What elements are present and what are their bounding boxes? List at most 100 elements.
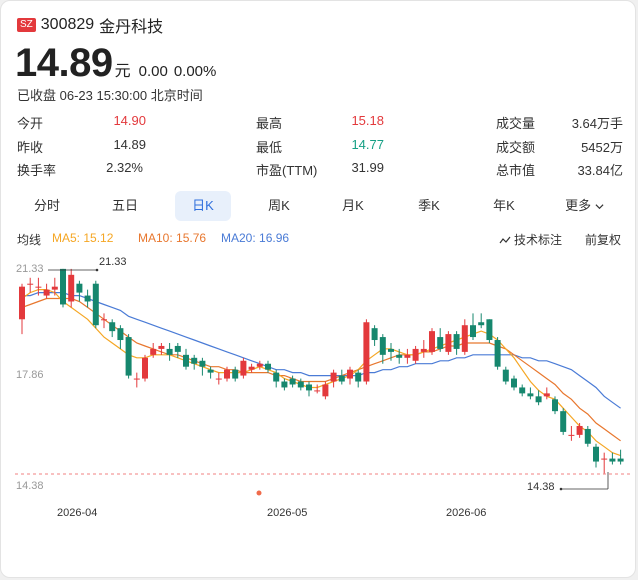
quote-value: 14.89	[113, 137, 146, 152]
annotation-icon	[499, 236, 511, 244]
tech-annotation-label: 技术标注	[514, 233, 563, 247]
quote-label: 市盈(TTM)	[256, 163, 318, 178]
quote-label: 成交量	[496, 116, 536, 131]
quote-label: 昨收	[17, 140, 44, 155]
candle-body	[470, 325, 476, 338]
stock-code: 300829	[40, 16, 95, 33]
quote-label: 换手率	[17, 163, 57, 178]
candle-body	[166, 348, 173, 355]
y-tick-label: 17.86	[16, 369, 44, 381]
candle-body	[593, 446, 599, 462]
candle-body	[502, 369, 509, 382]
candle-body	[552, 399, 558, 412]
candle-body	[199, 360, 206, 367]
ma-title: 均线	[17, 233, 42, 247]
candle-body	[404, 354, 411, 358]
candlestick-chart: 21.33 17.86 14.38 2026-04 2026-05 2026-0…	[15, 256, 631, 519]
candle-body	[191, 357, 198, 364]
candle-body	[363, 322, 370, 382]
candle-body	[273, 372, 280, 382]
x-tick-label: 2026-05	[267, 507, 307, 519]
price-row: 14.89 元 0.00 0.00%	[15, 41, 216, 86]
candle-body	[125, 337, 132, 376]
candle-body	[117, 328, 124, 341]
candle-body	[584, 428, 591, 444]
tab-five-day[interactable]: 五日	[111, 198, 138, 213]
candle-body	[379, 337, 386, 355]
candle-body	[232, 369, 239, 379]
candle-body	[207, 369, 214, 373]
candle-body	[420, 348, 427, 352]
candle-body	[265, 363, 271, 370]
candle-body	[51, 286, 58, 290]
candle-body	[437, 337, 444, 349]
adjust-mode-button[interactable]: 前复权	[585, 233, 622, 247]
tech-annotation-toggle[interactable]: 技术标注	[499, 231, 562, 248]
candle-body	[256, 363, 263, 367]
tab-yearly-k[interactable]: 年K	[493, 198, 515, 213]
tab-more-label: 更多	[565, 198, 592, 213]
candle-body	[215, 378, 222, 380]
candle-body	[101, 319, 107, 321]
tab-daily-k[interactable]: 日K	[175, 191, 231, 221]
quote-value: 14.77	[351, 137, 384, 152]
tab-weekly-k[interactable]: 周K	[268, 198, 290, 213]
candle-body	[355, 372, 362, 382]
event-dot	[256, 490, 262, 496]
min-marker-dot	[559, 487, 563, 491]
tab-monthly-k[interactable]: 月K	[342, 198, 364, 213]
candle-body	[289, 378, 296, 385]
min-price-marker: 14.38	[527, 481, 555, 493]
candle-body	[560, 411, 567, 432]
quote-value: 15.18	[351, 113, 384, 128]
quote-label: 最低	[256, 140, 283, 155]
candle-body	[19, 286, 25, 320]
candle-body	[281, 381, 288, 388]
ma10-value: MA10: 15.76	[138, 231, 207, 245]
current-price: 14.89	[15, 41, 113, 85]
tab-more[interactable]: 更多	[553, 191, 619, 221]
quote-label: 成交额	[496, 140, 536, 155]
candle-body	[568, 434, 575, 436]
candle-body	[453, 334, 460, 349]
candle-body	[109, 322, 116, 332]
quote-value: 3.64万手	[571, 116, 623, 131]
period-tabs: 分时 五日 日K 周K 月K 季K 年K 更多	[11, 191, 627, 223]
candle-body	[174, 345, 181, 352]
price-change: 0.00	[138, 63, 168, 80]
quote-label: 最高	[256, 116, 283, 131]
price-unit: 元	[114, 63, 131, 80]
candle-body	[347, 369, 353, 379]
stock-name: 金丹科技	[99, 19, 164, 36]
max-price-marker: 21.33	[99, 256, 127, 268]
candle-body	[27, 283, 34, 285]
candle-body	[576, 425, 583, 435]
max-marker-dot	[95, 268, 99, 272]
y-tick-label: 21.33	[16, 263, 44, 275]
candle-body	[494, 340, 501, 367]
quote-grid: 今开 14.90 最高 15.18 成交量 3.64万手 昨收 14.89 最低…	[1, 113, 635, 179]
candle-body	[396, 354, 403, 358]
candle-body	[445, 334, 452, 352]
tab-quarterly-k[interactable]: 季K	[418, 198, 440, 213]
candle-body	[429, 331, 435, 352]
tab-intraday[interactable]: 分时	[33, 198, 60, 213]
candle-body	[224, 369, 230, 379]
quote-value: 33.84亿	[577, 163, 623, 178]
x-tick-label: 2026-04	[57, 507, 97, 519]
market-status: 已收盘 06-23 15:30:00 北京时间	[17, 88, 203, 103]
ma20-line	[22, 291, 621, 409]
candle-body	[543, 393, 550, 397]
candle-body	[535, 396, 542, 403]
y-tick-label: 14.38	[16, 480, 44, 492]
chevron-down-icon	[595, 204, 604, 210]
candle-body	[240, 360, 247, 376]
ma20-value: MA20: 16.96	[221, 231, 290, 245]
candle-body	[183, 354, 189, 367]
candle-body	[617, 458, 624, 462]
candle-body	[478, 322, 485, 326]
quote-label: 总市值	[496, 163, 536, 178]
candle-body	[388, 348, 394, 352]
candle-body	[43, 289, 50, 296]
